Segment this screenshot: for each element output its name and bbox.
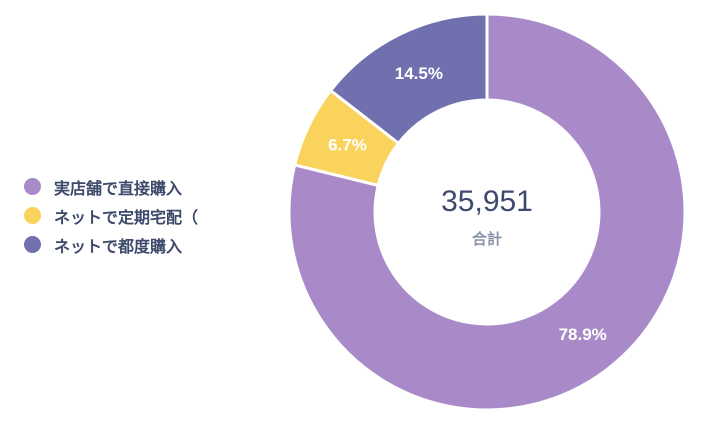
total-label: 合計 bbox=[471, 230, 502, 248]
legend-swatch bbox=[24, 207, 41, 224]
legend-item[interactable]: 実店舗で直接購入 bbox=[24, 172, 234, 201]
total-value: 35,951 bbox=[441, 185, 533, 218]
segment-label: 14.5% bbox=[395, 64, 443, 83]
segment-label: 78.9% bbox=[559, 325, 607, 344]
legend-label: 実店舗で直接購入 bbox=[54, 178, 183, 198]
legend-swatch bbox=[24, 178, 41, 195]
donut-segment[interactable] bbox=[287, 12, 687, 412]
legend-item[interactable]: ネットで都度購入 bbox=[24, 230, 234, 259]
legend-label: ネットで定期宅配（ bbox=[54, 207, 199, 227]
donut-segment[interactable] bbox=[328, 12, 489, 146]
legend: 実店舗で直接購入 ネットで定期宅配（ ネットで都度購入 bbox=[24, 172, 234, 259]
legend-label: ネットで都度購入 bbox=[54, 236, 183, 256]
legend-swatch bbox=[24, 236, 41, 253]
segment-label: 6.7% bbox=[328, 136, 367, 155]
legend-item[interactable]: ネットで定期宅配（ bbox=[24, 201, 234, 230]
